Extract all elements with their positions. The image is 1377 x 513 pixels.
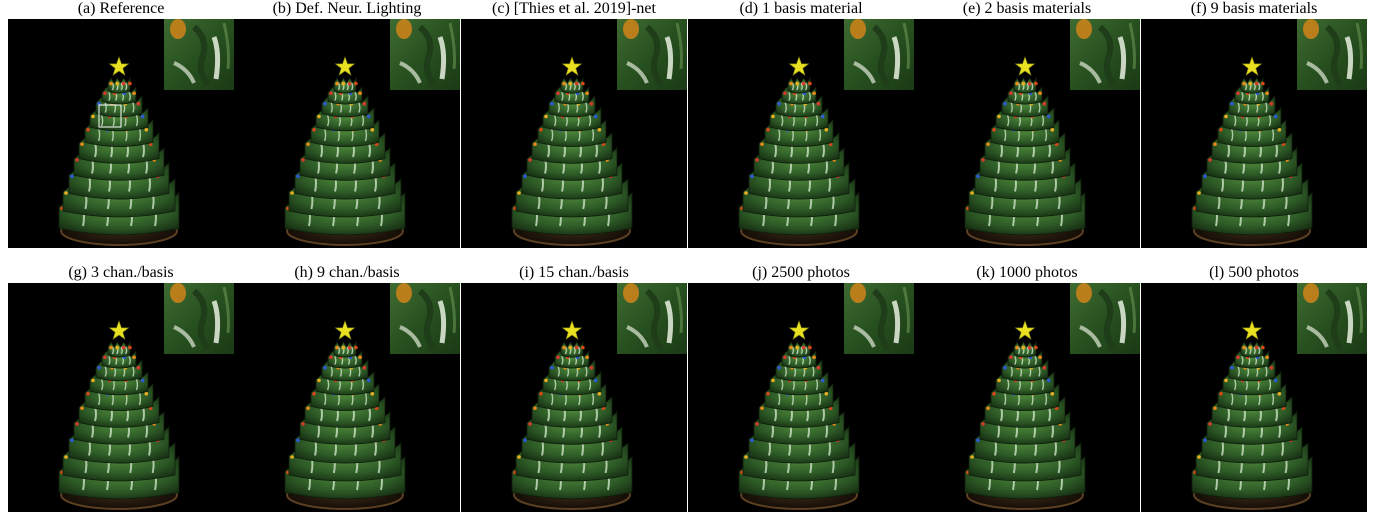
panel-image <box>461 283 687 512</box>
star-icon <box>1014 56 1036 76</box>
zoom-inset <box>844 283 914 354</box>
panel-caption: (l) 500 photos <box>1209 264 1299 281</box>
panel-caption: (j) 2500 photos <box>752 264 850 281</box>
highlight-box <box>98 104 122 128</box>
star-icon <box>108 56 130 76</box>
panel-image <box>8 283 234 512</box>
panel-image <box>688 19 914 248</box>
tree-render <box>738 320 860 510</box>
zoom-inset <box>617 19 687 90</box>
zoom-inset <box>844 19 914 90</box>
star-icon <box>108 320 130 340</box>
panel-image <box>914 283 1140 512</box>
star-icon <box>1241 56 1263 76</box>
star-icon <box>1014 320 1036 340</box>
panel-caption: (h) 9 chan./basis <box>294 264 400 281</box>
tree-render <box>964 56 1086 246</box>
tree-render <box>511 56 633 246</box>
panel-caption: (d) 1 basis material <box>739 0 863 17</box>
zoom-inset <box>164 19 234 90</box>
panel-image <box>234 19 460 248</box>
panel-image <box>1141 19 1367 248</box>
zoom-inset <box>844 283 914 354</box>
zoom-inset <box>1070 283 1140 354</box>
panel-caption: (f) 9 basis materials <box>1190 0 1318 17</box>
zoom-inset <box>390 283 460 354</box>
panel-caption: (i) 15 chan./basis <box>519 264 629 281</box>
panel-image <box>461 19 687 248</box>
tree-render <box>738 56 860 246</box>
zoom-inset <box>1297 19 1367 90</box>
panel-image <box>234 283 460 512</box>
star-icon <box>1241 320 1263 340</box>
tree-render <box>1191 320 1313 510</box>
star-icon <box>788 56 810 76</box>
tree-render <box>1191 56 1313 246</box>
zoom-inset <box>390 283 460 354</box>
zoom-inset <box>617 19 687 90</box>
panel-caption: (b) Def. Neur. Lighting <box>272 0 422 17</box>
zoom-inset <box>1070 283 1140 354</box>
tree-render <box>964 320 1086 510</box>
zoom-inset <box>1297 283 1367 354</box>
panel-image <box>914 19 1140 248</box>
tree-render <box>511 320 633 510</box>
panel-image <box>688 283 914 512</box>
zoom-inset <box>164 283 234 354</box>
zoom-inset <box>1070 19 1140 90</box>
panel-caption: (e) 2 basis materials <box>962 0 1092 17</box>
zoom-inset <box>1297 19 1367 90</box>
zoom-inset <box>1070 19 1140 90</box>
zoom-inset <box>164 19 234 90</box>
star-icon <box>334 320 356 340</box>
star-icon <box>561 320 583 340</box>
panel-image <box>1141 283 1367 512</box>
panel-caption: (a) Reference <box>77 0 165 17</box>
zoom-inset <box>390 19 460 90</box>
tree-render <box>284 320 406 510</box>
zoom-inset <box>844 19 914 90</box>
zoom-inset <box>617 283 687 354</box>
tree-render <box>284 56 406 246</box>
panel-caption: (c) [Thies et al. 2019]-net <box>492 0 656 17</box>
zoom-inset <box>390 19 460 90</box>
star-icon <box>561 56 583 76</box>
zoom-inset <box>1297 283 1367 354</box>
panel-caption: (k) 1000 photos <box>976 264 1078 281</box>
panel-caption: (g) 3 chan./basis <box>68 264 174 281</box>
star-icon <box>334 56 356 76</box>
tree-render <box>58 320 180 510</box>
tree-render <box>58 56 180 246</box>
panel-image <box>8 19 234 248</box>
star-icon <box>788 320 810 340</box>
zoom-inset <box>164 283 234 354</box>
zoom-inset <box>617 283 687 354</box>
